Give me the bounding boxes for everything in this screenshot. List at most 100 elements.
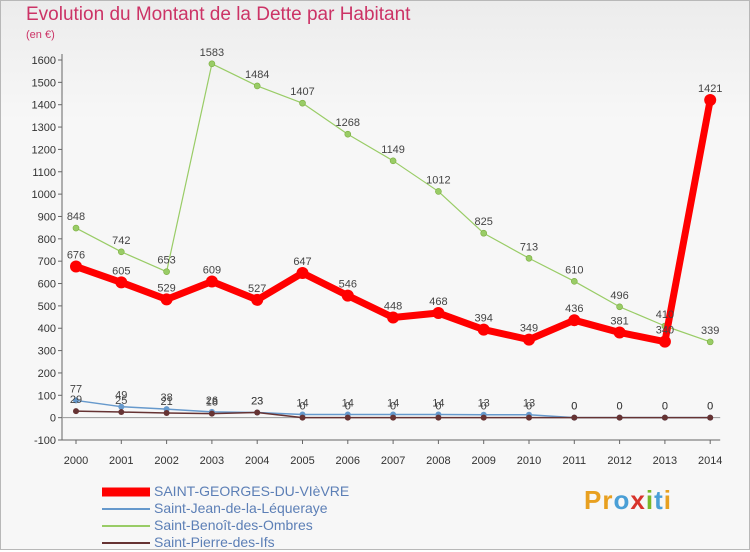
y-tick-label: 1600 xyxy=(32,55,56,67)
chart-unit: (en €) xyxy=(26,29,55,41)
data-label: 23 xyxy=(251,396,263,408)
data-label: 825 xyxy=(475,216,493,228)
logo-letter: i xyxy=(645,485,655,515)
data-label: 1484 xyxy=(245,69,269,81)
data-point xyxy=(480,229,488,237)
y-tick-label: 700 xyxy=(38,256,56,268)
data-point xyxy=(707,414,714,421)
data-point xyxy=(70,260,82,273)
logo-letter: i xyxy=(663,485,672,515)
data-label: 436 xyxy=(565,303,583,315)
data-point xyxy=(570,277,578,285)
data-label: 394 xyxy=(475,313,493,325)
y-tick-label: 500 xyxy=(38,301,56,313)
x-tick-label: 2004 xyxy=(245,455,269,467)
data-point xyxy=(208,410,215,417)
logo-letter: t xyxy=(654,485,664,515)
series-layer xyxy=(70,60,717,421)
data-point xyxy=(163,409,170,416)
data-point xyxy=(296,267,309,280)
data-point xyxy=(390,414,397,421)
data-label: 653 xyxy=(157,255,175,267)
data-label: 26 xyxy=(206,395,218,407)
legend-label: SAINT-GEORGES-DU-VIèVRE xyxy=(154,483,350,499)
data-label: 1421 xyxy=(698,83,722,95)
data-label: 610 xyxy=(565,264,583,276)
logo-letter: o xyxy=(613,485,631,515)
data-label: 713 xyxy=(520,241,538,253)
y-tick-label: 1000 xyxy=(32,189,56,201)
data-point xyxy=(661,414,668,421)
legend-label: Saint-Pierre-des-Ifs xyxy=(154,534,275,550)
data-point xyxy=(299,414,306,421)
data-label: 647 xyxy=(293,256,311,268)
data-point xyxy=(254,409,261,416)
data-label: 410 xyxy=(656,309,674,321)
data-label: 0 xyxy=(345,401,351,413)
data-label: 21 xyxy=(160,396,172,408)
x-tick-label: 2011 xyxy=(562,455,586,467)
x-tick-label: 2010 xyxy=(517,455,541,467)
x-tick-label: 2001 xyxy=(109,455,133,467)
data-point xyxy=(73,408,79,415)
data-label: 0 xyxy=(571,401,577,413)
data-label: 742 xyxy=(112,235,130,247)
y-tick-label: -100 xyxy=(34,435,56,447)
data-point xyxy=(205,275,218,288)
data-label: 13 xyxy=(478,398,490,410)
data-label: 529 xyxy=(157,282,175,294)
data-label: 14 xyxy=(387,398,399,410)
data-point xyxy=(253,82,261,90)
data-label: 468 xyxy=(429,296,447,308)
data-point xyxy=(435,188,442,195)
data-label: 18 xyxy=(206,397,218,409)
y-tick-label: 300 xyxy=(38,346,56,358)
data-point xyxy=(163,268,170,275)
data-point xyxy=(477,323,490,336)
data-point xyxy=(72,224,80,232)
x-tick-label: 2008 xyxy=(426,455,450,467)
data-label: 381 xyxy=(610,315,628,327)
data-label: 0 xyxy=(617,401,623,413)
data-label: 676 xyxy=(67,250,85,262)
data-label: 340 xyxy=(656,325,674,337)
data-point xyxy=(613,326,626,339)
logo-letter: r xyxy=(602,485,614,515)
data-point xyxy=(73,397,79,404)
data-label: 0 xyxy=(707,401,713,413)
legend-swatch xyxy=(102,508,150,510)
x-tick-label: 2012 xyxy=(607,455,631,467)
x-tick-label: 2000 xyxy=(64,455,88,467)
y-tick-label: 0 xyxy=(50,413,56,425)
data-label: 546 xyxy=(339,279,357,291)
data-point xyxy=(523,333,535,346)
y-tick-label: 600 xyxy=(38,279,56,291)
data-point xyxy=(208,60,216,68)
y-tick-label: 200 xyxy=(38,368,56,380)
data-label: 527 xyxy=(248,283,266,295)
x-tick-label: 2014 xyxy=(698,455,722,467)
data-label: 1268 xyxy=(336,117,360,129)
x-tick-label: 2003 xyxy=(200,455,224,467)
data-point xyxy=(658,335,671,348)
data-point xyxy=(299,99,306,107)
data-label: 349 xyxy=(520,323,538,335)
legend-swatch xyxy=(102,487,150,497)
x-tick-label: 2009 xyxy=(471,455,495,467)
data-point xyxy=(160,293,173,306)
legend-swatch xyxy=(102,542,150,544)
x-tick-label: 2013 xyxy=(653,455,677,467)
data-point xyxy=(115,276,128,289)
data-point xyxy=(480,414,487,421)
x-tick-label: 2005 xyxy=(290,455,314,467)
data-label: 49 xyxy=(115,390,127,402)
data-label: 1012 xyxy=(426,174,450,186)
y-tick-label: 800 xyxy=(38,234,56,246)
data-label: 14 xyxy=(342,398,354,410)
y-tick-label: 1500 xyxy=(32,77,56,89)
data-label: 0 xyxy=(617,401,623,413)
data-label: 1583 xyxy=(200,47,224,59)
